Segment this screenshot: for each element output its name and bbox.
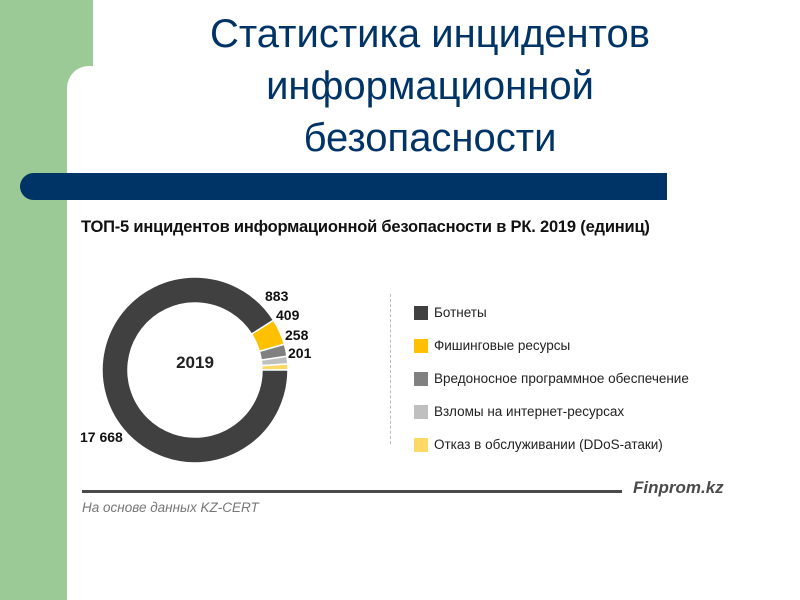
title-line-1: Статистика инцидентов	[210, 12, 650, 56]
title-line-2: информационной	[266, 64, 594, 108]
value-label-ddos: 201	[288, 345, 312, 361]
legend-label: Фишинговые ресурсы	[434, 338, 571, 353]
slide-title: Статистика инцидентов информационной без…	[100, 8, 760, 164]
decorative-rounded-corner	[67, 66, 119, 118]
legend-label: Вредоносное программное обеспечение	[434, 371, 689, 386]
donut-chart	[101, 276, 289, 464]
footer-divider	[82, 490, 622, 493]
legend-swatch	[414, 305, 428, 320]
legend-separator	[390, 294, 391, 444]
legend-label: Ботнеты	[434, 305, 487, 320]
legend-swatch	[414, 371, 428, 386]
title-line-3: безопасности	[303, 116, 557, 160]
value-label-malware: 409	[276, 307, 300, 323]
donut-slice	[261, 363, 289, 371]
value-label-hacks: 258	[285, 327, 309, 343]
legend-swatch	[414, 338, 428, 353]
legend-item-ddos: Отказ в обслуживании (DDoS-атаки)	[414, 428, 689, 461]
title-divider-bar	[20, 173, 667, 200]
source-note: На основе данных KZ-CERT	[82, 500, 259, 515]
legend-swatch	[414, 437, 428, 452]
donut-slice	[101, 276, 289, 464]
legend-label: Взломы на интернет-ресурсах	[434, 404, 625, 419]
chart-title: ТОП-5 инцидентов информационной безопасн…	[81, 218, 650, 236]
legend-item-malware: Вредоносное программное обеспечение	[414, 362, 689, 395]
legend-item-phishing: Фишинговые ресурсы	[414, 329, 689, 362]
value-label-phishing: 883	[265, 288, 289, 304]
legend-label: Отказ в обслуживании (DDoS-атаки)	[434, 437, 663, 452]
brand-label: Finprom.kz	[633, 478, 724, 497]
legend-swatch	[414, 404, 428, 419]
decorative-green-strip	[0, 0, 67, 600]
legend-item-botnets: Ботнеты	[414, 296, 689, 329]
value-label-botnets: 17 668	[80, 429, 123, 445]
donut-center-label: 2019	[176, 353, 214, 372]
chart-legend: Ботнеты Фишинговые ресурсы Вредоносное п…	[414, 296, 689, 461]
legend-item-hacks: Взломы на интернет-ресурсах	[414, 395, 689, 428]
decorative-green-block	[0, 0, 93, 70]
